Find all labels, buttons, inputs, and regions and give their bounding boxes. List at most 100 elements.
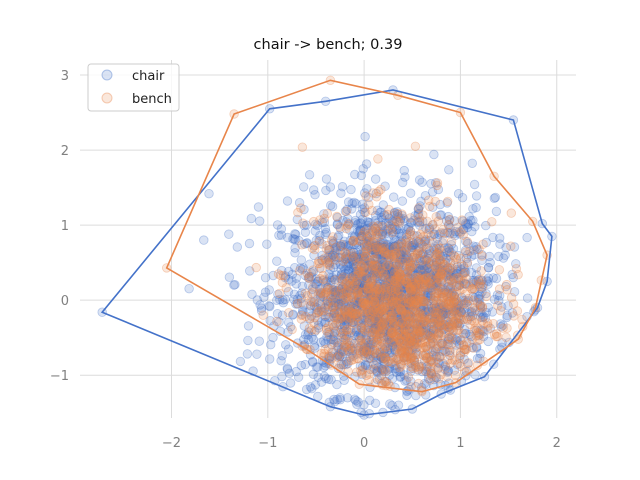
- chair-point: [376, 207, 386, 217]
- chair-point: [475, 353, 485, 364]
- chair-point: [375, 285, 386, 295]
- chair-point: [374, 325, 384, 336]
- chair-point: [464, 338, 475, 348]
- chair-point: [508, 272, 519, 283]
- chair-point: [396, 246, 407, 256]
- chair-point: [397, 278, 407, 288]
- chair-point: [458, 216, 468, 226]
- chair-point: [509, 287, 520, 297]
- chair-point: [299, 182, 309, 192]
- chair-point: [388, 274, 399, 284]
- chair-point: [334, 256, 344, 266]
- chair-point: [335, 273, 345, 283]
- chair-point: [390, 360, 400, 371]
- bench-point: [387, 227, 398, 238]
- legend-label-bench: bench: [132, 92, 172, 107]
- chair-point: [344, 340, 355, 350]
- chair-point: [346, 283, 356, 294]
- chair-point: [446, 291, 456, 301]
- bench-point: [434, 374, 444, 384]
- chair-point: [415, 250, 426, 260]
- chair-point: [389, 192, 399, 202]
- chair-point: [291, 279, 301, 289]
- chair-point: [465, 329, 475, 340]
- chair-point: [303, 330, 313, 340]
- chair-point: [441, 271, 452, 281]
- chair-point: [433, 271, 443, 281]
- chair-point: [374, 279, 385, 289]
- chair-point: [340, 206, 351, 217]
- chair-point: [340, 310, 351, 321]
- chair-point: [445, 284, 456, 294]
- chair-point: [442, 247, 452, 258]
- chair-point: [442, 367, 453, 377]
- bench-point: [444, 332, 455, 342]
- chair-point: [266, 340, 276, 350]
- bench-point: [304, 323, 315, 334]
- chair-point: [334, 300, 344, 310]
- bench-point: [322, 240, 332, 251]
- chair-point: [366, 238, 376, 248]
- chair-point: [404, 324, 415, 334]
- chair-point: [389, 266, 400, 276]
- chair-point: [235, 356, 246, 367]
- chair-point: [394, 296, 405, 307]
- chair-point: [407, 268, 418, 279]
- bench-point: [469, 303, 480, 313]
- chair-point: [352, 283, 362, 293]
- chair-point: [362, 275, 373, 285]
- bench-point: [476, 266, 486, 276]
- chair-point: [307, 297, 317, 307]
- bench-point: [450, 289, 460, 299]
- chair-point: [394, 277, 404, 288]
- chart-title: chair -> bench; 0.39: [254, 37, 403, 53]
- chair-point: [444, 246, 455, 257]
- chair-point: [471, 242, 482, 252]
- chair-point: [382, 346, 392, 356]
- bench-point: [405, 228, 415, 239]
- chair-point: [339, 330, 350, 340]
- chair-point: [453, 250, 464, 261]
- chair-point: [350, 297, 360, 307]
- chair-point: [408, 291, 418, 302]
- chair-point: [449, 291, 460, 302]
- chair-point: [275, 294, 285, 305]
- chair-point: [395, 312, 406, 322]
- chair-point: [422, 290, 432, 301]
- chair-point: [329, 331, 339, 342]
- chair-point: [448, 273, 459, 283]
- chair-point: [325, 250, 335, 260]
- chair-point: [411, 347, 422, 357]
- chair-point: [379, 249, 390, 259]
- chair-point: [365, 240, 375, 250]
- bench-point: [445, 347, 455, 358]
- bench-point: [315, 287, 326, 297]
- chair-point: [433, 239, 443, 250]
- chair-point: [375, 347, 385, 358]
- chair-point: [373, 217, 384, 227]
- chair-point: [336, 296, 347, 306]
- chair-point: [333, 341, 343, 351]
- chair-point: [406, 188, 416, 198]
- chair-point: [426, 282, 437, 293]
- bench-point: [332, 211, 342, 222]
- chair-point: [352, 309, 362, 319]
- chair-point: [338, 315, 349, 325]
- chair-point: [427, 303, 437, 314]
- chair-point: [424, 245, 435, 256]
- chair-point: [299, 321, 310, 331]
- bench-point: [371, 302, 382, 312]
- chair-point: [366, 257, 376, 268]
- chair-point: [431, 372, 442, 383]
- chair-point: [305, 314, 315, 324]
- bench-point: [312, 308, 323, 318]
- chair-point: [325, 312, 335, 323]
- chair-point: [374, 292, 385, 303]
- chair-point: [282, 364, 293, 375]
- chair-point: [421, 380, 431, 390]
- chair-point: [380, 310, 390, 320]
- chair-point: [332, 219, 343, 230]
- chair-point: [381, 249, 392, 260]
- chair-point: [255, 300, 265, 310]
- chair-point: [338, 287, 349, 297]
